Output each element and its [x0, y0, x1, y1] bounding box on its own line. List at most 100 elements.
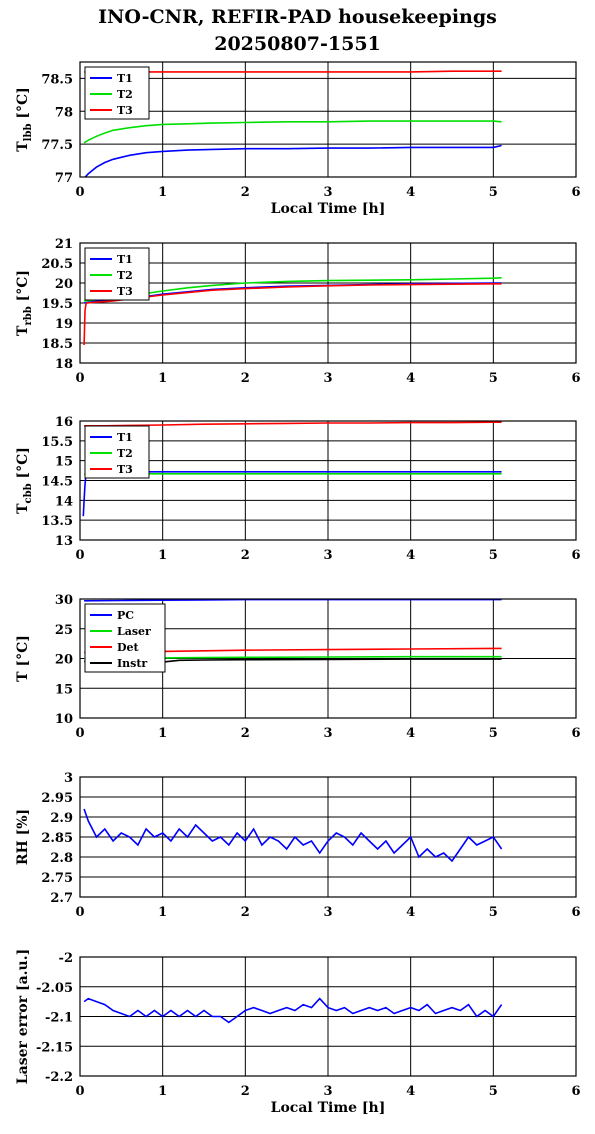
x-tick-label: 6 — [571, 726, 580, 741]
x-tick-label: 5 — [489, 905, 498, 920]
y-tick-label: 78.5 — [41, 72, 73, 87]
x-tick-label: 5 — [489, 371, 498, 386]
y-tick-label: -2 — [59, 951, 73, 966]
legend-label: Instr — [117, 657, 147, 670]
x-tick-label: 4 — [406, 726, 415, 741]
y-tick-label: 2.95 — [41, 791, 73, 806]
x-tick-label: 3 — [323, 371, 332, 386]
x-tick-label: 5 — [489, 185, 498, 200]
x-tick-label: 1 — [158, 905, 167, 920]
y-tick-label: 77.5 — [41, 138, 73, 153]
x-tick-label: 2 — [241, 1084, 250, 1099]
x-tick-label: 5 — [489, 548, 498, 563]
y-tick-label: 2.7 — [50, 891, 73, 906]
plot-frame — [79, 242, 577, 364]
x-tick-label: 0 — [75, 548, 84, 563]
legend: T1 T2 T3 — [84, 66, 150, 120]
y-tick-label: 18.5 — [41, 337, 73, 352]
series-line-t3 — [83, 282, 502, 346]
legend: PC Laser Det Instr — [84, 603, 166, 673]
series-line-0 — [83, 997, 503, 1024]
x-tick-label: 4 — [406, 1084, 415, 1099]
x-tick-label: 3 — [323, 548, 332, 563]
chart-laser: 0 1 2 3 4 5 6 -2.2 -2.15 -2.1 -2.05 -2 Local Time [h… — [15, 949, 581, 1116]
chart-tlbb: 0 1 2 3 4 5 6 77 77.5 78 78.5 Local Time [h] Tlbb [°… — [15, 61, 581, 217]
series-line-t2 — [83, 120, 502, 144]
x-tick-label: 1 — [158, 726, 167, 741]
chart-temps: 0 1 2 3 4 5 6 10 15 20 25 30 T [°C] PC Laser Det Instr — [15, 593, 581, 741]
y-tick-label: 2.75 — [41, 871, 73, 886]
y-tick-label: 78 — [55, 105, 73, 120]
title-line-1: INO-CNR, REFIR-PAD housekeepings — [98, 6, 497, 28]
x-tick-label: 0 — [75, 1084, 84, 1099]
x-tick-label: 5 — [489, 726, 498, 741]
x-tick-label: 4 — [406, 548, 415, 563]
y-tick-label: 2.85 — [41, 831, 73, 846]
x-tick-label: 3 — [323, 1084, 332, 1099]
x-tick-label: 1 — [158, 548, 167, 563]
y-tick-label: 15 — [55, 682, 73, 697]
x-tick-label: 1 — [158, 185, 167, 200]
series-line-t1 — [84, 144, 502, 177]
x-tick-label: 3 — [323, 726, 332, 741]
chart-rh: 0 1 2 3 4 5 6 2.7 2.75 2.8 2.85 2.9 2.95 3 RH [%] — [15, 771, 581, 920]
legend: T1 T2 T3 — [84, 247, 150, 301]
legend-label: Det — [117, 641, 140, 654]
legend-label: T1 — [117, 253, 133, 266]
y-tick-label: -2.1 — [45, 1011, 73, 1026]
plot-frame — [79, 598, 577, 719]
y-tick-label: 3 — [64, 771, 73, 786]
x-tick-label: 2 — [241, 726, 250, 741]
y-tick-label: 10 — [55, 712, 73, 727]
y-tick-label: 20 — [55, 277, 73, 292]
legend-label: T1 — [117, 72, 133, 85]
x-tick-label: 4 — [406, 371, 415, 386]
plot-frame — [79, 420, 577, 541]
plot-frame — [79, 776, 577, 898]
title-line-2: 20250807-1551 — [214, 33, 381, 55]
x-tick-label: 6 — [571, 1084, 580, 1099]
x-tick-label: 0 — [75, 726, 84, 741]
y-tick-label: 20 — [55, 653, 73, 668]
y-axis-label: Tcbb [°C] — [15, 447, 34, 514]
plot-frame — [79, 956, 577, 1077]
y-tick-label: 19 — [55, 317, 73, 332]
series-line-t3 — [84, 70, 502, 73]
y-tick-label: 30 — [55, 593, 73, 608]
y-tick-label: 2.9 — [50, 811, 73, 826]
x-tick-label: 3 — [323, 905, 332, 920]
x-axis-label: Local Time [h] — [271, 201, 386, 217]
chart-trbb: 0 1 2 3 4 5 6 18 18.5 19 19.5 20 20.5 21 Trbb [°C] T1 T2… — [15, 237, 581, 386]
y-tick-label: -2.15 — [36, 1040, 73, 1055]
y-tick-label: 21 — [55, 237, 73, 252]
y-tick-label: -2.2 — [45, 1070, 73, 1085]
x-tick-label: 0 — [75, 185, 84, 200]
x-tick-label: 3 — [323, 185, 332, 200]
legend-label: PC — [117, 609, 134, 622]
x-tick-label: 2 — [241, 548, 250, 563]
y-tick-label: 15 — [55, 455, 73, 470]
y-axis-label: Laser error [a.u.] — [15, 949, 31, 1084]
legend-label: T3 — [117, 463, 133, 476]
x-tick-label: 1 — [158, 1084, 167, 1099]
y-tick-label: 19.5 — [41, 297, 73, 312]
y-tick-label: -2.05 — [36, 981, 73, 996]
y-tick-label: 18 — [55, 357, 73, 372]
y-tick-label: 20.5 — [41, 257, 73, 272]
legend-label: Laser — [117, 625, 151, 638]
x-tick-label: 0 — [75, 905, 84, 920]
y-axis-label: Tlbb [°C] — [15, 87, 34, 151]
y-tick-label: 13 — [55, 534, 73, 549]
x-tick-label: 2 — [241, 905, 250, 920]
series-line-0 — [83, 808, 503, 863]
x-tick-label: 6 — [571, 548, 580, 563]
y-tick-label: 15.5 — [41, 435, 73, 450]
x-tick-label: 2 — [241, 185, 250, 200]
legend-label: T2 — [117, 269, 133, 282]
plot-frame — [79, 61, 577, 178]
legend-label: T3 — [117, 285, 133, 298]
y-tick-label: 14 — [55, 494, 73, 509]
x-tick-label: 6 — [571, 371, 580, 386]
x-tick-label: 4 — [406, 185, 415, 200]
